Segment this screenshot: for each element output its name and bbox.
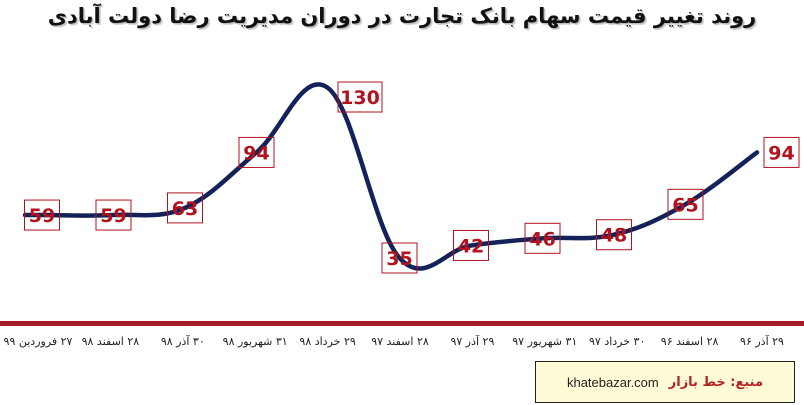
x-tick-label: ۳۰ خرداد ۹۷ bbox=[589, 335, 645, 348]
x-tick-label: ۳۱ شهریور ۹۷ bbox=[512, 335, 577, 348]
data-label: 48 bbox=[601, 225, 627, 247]
data-label: 65 bbox=[672, 194, 698, 216]
data-label-box bbox=[763, 136, 800, 168]
data-label: 94 bbox=[768, 142, 794, 164]
data-label-box bbox=[667, 188, 704, 220]
data-label-box bbox=[95, 199, 132, 231]
data-label-box bbox=[337, 81, 383, 113]
data-label: 94 bbox=[243, 142, 269, 164]
data-label: 35 bbox=[386, 248, 412, 270]
series-line bbox=[22, 82, 760, 271]
data-label-box bbox=[524, 222, 561, 254]
data-label: 46 bbox=[529, 228, 555, 250]
data-label: 42 bbox=[458, 235, 484, 257]
x-tick-label: ۲۹ آذر ۹۷ bbox=[450, 334, 494, 348]
chart-title: روند تغییر قیمت سهام بانک تجارت در دوران… bbox=[47, 4, 757, 28]
data-label-box bbox=[167, 192, 203, 224]
source-site[interactable]: khatebazar.com bbox=[566, 374, 659, 390]
data-label: 59 bbox=[29, 205, 55, 227]
source-label: منبع: خط بازار bbox=[668, 374, 764, 390]
x-tick-label: ۳۰ آذر ۹۸ bbox=[161, 334, 205, 348]
data-label-box bbox=[24, 199, 60, 231]
data-label: 130 bbox=[340, 87, 380, 109]
x-tick-label: ۳۱ شهریور ۹۸ bbox=[223, 335, 288, 348]
x-tick-label: ۲۸ اسفند ۹۶ bbox=[661, 335, 719, 348]
data-label-box bbox=[453, 229, 489, 261]
source-box: khatebazar.com منبع: خط بازار bbox=[535, 361, 795, 403]
x-axis-bar bbox=[0, 321, 804, 326]
data-label-box bbox=[596, 219, 632, 251]
data-label: 63 bbox=[172, 198, 198, 220]
x-tick-label: ۲۸ اسفند ۹۷ bbox=[371, 335, 429, 348]
x-tick-label: ۲۹ خرداد ۹۸ bbox=[299, 335, 355, 348]
x-tick-label: ۲۷ فروردین ۹۹ bbox=[4, 335, 73, 348]
data-label: 59 bbox=[100, 205, 126, 227]
x-tick-label: ۲۹ آذر ۹۶ bbox=[740, 334, 784, 348]
x-tick-label: ۲۸ اسفند ۹۸ bbox=[82, 335, 140, 348]
data-label-box bbox=[381, 242, 418, 274]
data-label-box bbox=[238, 136, 275, 168]
